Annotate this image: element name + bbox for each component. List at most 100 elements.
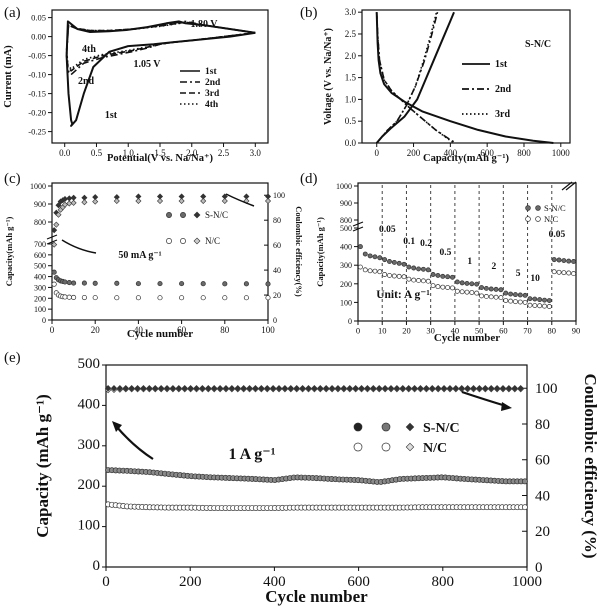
panel-b-chart: 0 200 400 600 800 1000 0.0 0.5 1.0 1.5 2.0 2.5 3.0 Ca…	[323, 7, 571, 164]
data-point-snc-ce	[246, 385, 253, 392]
data-point-snc-ce	[116, 385, 124, 392]
data-point-nc-ce	[51, 241, 58, 248]
chart-title: S-N/C	[525, 39, 551, 50]
annotation: Unit: A g⁻¹	[376, 289, 430, 301]
y-tick-label: 0	[93, 558, 101, 574]
y2-tick-label: 60	[535, 453, 550, 469]
data-point-snc-ce	[364, 385, 371, 392]
data-point-nc-rate	[571, 271, 577, 277]
discharge-curve-2nd	[375, 12, 457, 144]
data-point-snc-ce	[464, 385, 471, 392]
series-line-2nd	[65, 20, 256, 76]
data-point-snc-ce	[381, 385, 389, 392]
y-tick-label: 500	[78, 356, 101, 372]
y-tick-label: 400	[340, 243, 352, 252]
x-tick-label: 10	[378, 326, 387, 336]
data-point-snc-rate	[445, 274, 451, 280]
x-tick-label: 20	[91, 325, 101, 335]
data-point-snc-rate	[406, 264, 412, 270]
y-tick-label: 0.0	[345, 138, 357, 148]
axis-break	[352, 226, 364, 232]
rate-label: 0.1	[403, 237, 415, 247]
data-point-snc-ce	[405, 385, 412, 392]
data-point-snc-ce	[305, 385, 312, 392]
annotation: 4th	[82, 44, 96, 55]
legend-marker	[193, 237, 201, 245]
data-point-nc-rate	[498, 295, 504, 301]
x-tick-label: 20	[402, 326, 411, 336]
data-point-nc-ce	[66, 200, 73, 207]
x-tick-label: 60	[499, 326, 508, 336]
data-point-nc-ce	[200, 197, 207, 205]
panel-label: (e)	[4, 350, 21, 366]
x-tick-label: 0.5	[91, 148, 103, 158]
data-point-snc-rate	[391, 259, 397, 265]
y-tick-label: 100	[340, 298, 352, 307]
data-point-snc-ce	[311, 385, 318, 392]
data-point-snc-capacity	[92, 280, 98, 286]
legend-marker	[381, 422, 391, 432]
x-axis-title: Cycle number	[265, 587, 368, 606]
legend-marker	[193, 211, 201, 219]
legend-marker	[180, 238, 186, 244]
charge-curve-2nd	[376, 12, 439, 144]
data-point-nc-ce	[53, 221, 60, 228]
data-point-snc-rate	[435, 272, 441, 278]
data-point-nc-rate	[357, 264, 363, 270]
legend-label: 4th	[205, 100, 219, 110]
y-tick-label: 2.0	[345, 51, 357, 61]
data-point-nc-rate	[483, 293, 489, 299]
data-point-snc-ce	[70, 194, 77, 201]
data-point-snc-ce	[169, 385, 177, 392]
data-point-snc-rate	[527, 296, 533, 302]
y-tick-label: 2.5	[345, 29, 357, 39]
data-point-snc-ce	[434, 385, 442, 392]
y2-tick-label: 80	[273, 216, 281, 225]
data-point-nc-ce	[221, 197, 228, 205]
y-tick-label: 0	[348, 317, 352, 326]
data-point-nc-rate	[488, 294, 494, 300]
x-tick-label: 0	[50, 325, 55, 335]
x-tick-label: 1.0	[123, 148, 135, 158]
data-point-snc-ce	[487, 385, 495, 392]
data-point-snc-ce	[299, 385, 306, 392]
data-point-snc-rate	[416, 266, 422, 272]
data-point-snc-capacity	[66, 279, 72, 286]
plot-frame	[361, 9, 571, 144]
data-point-snc-ce	[175, 385, 183, 392]
legend-marker	[525, 216, 531, 222]
data-point-snc-rate	[551, 257, 557, 263]
data-point-nc-rate	[425, 278, 431, 284]
x-tick-label: 200	[179, 574, 202, 590]
annotation: 1.05 V	[133, 59, 161, 70]
data-point-nc-rate	[546, 304, 552, 309]
data-point-nc-rate	[362, 267, 368, 273]
data-point-snc-rate	[493, 286, 499, 292]
y-tick-label: 400	[78, 396, 101, 412]
data-point-snc-rate	[571, 259, 577, 264]
data-point-snc-capacity	[521, 478, 528, 485]
y-tick-label: 1.0	[345, 94, 357, 104]
x-tick-label: 50	[475, 326, 484, 336]
legend-label: S-N/C	[205, 210, 228, 220]
data-point-nc-capacity	[71, 294, 77, 300]
x-tick-label: 1000	[552, 148, 571, 158]
data-point-snc-ce	[499, 385, 507, 392]
panel-label: (c)	[4, 171, 21, 187]
data-point-snc-rate	[537, 297, 543, 303]
data-point-snc-ce	[222, 385, 230, 392]
data-point-snc-rate	[387, 259, 392, 264]
data-point-snc-ce	[458, 385, 465, 392]
data-point-snc-capacity	[71, 280, 77, 286]
data-point-nc-capacity	[243, 295, 249, 301]
data-point-snc-rate	[561, 258, 567, 263]
x-tick-label: 0	[374, 148, 379, 158]
legend-label: 2nd	[495, 84, 512, 95]
data-point-snc-ce	[134, 385, 141, 392]
data-point-nc-ce	[178, 197, 185, 205]
data-point-snc-ce	[423, 385, 430, 392]
data-point-snc-ce	[157, 385, 165, 392]
data-point-snc-ce	[387, 385, 395, 392]
x-axis-title: Capacity(mAh g⁻¹)	[423, 153, 509, 164]
legend-label: 3rd	[205, 89, 220, 99]
